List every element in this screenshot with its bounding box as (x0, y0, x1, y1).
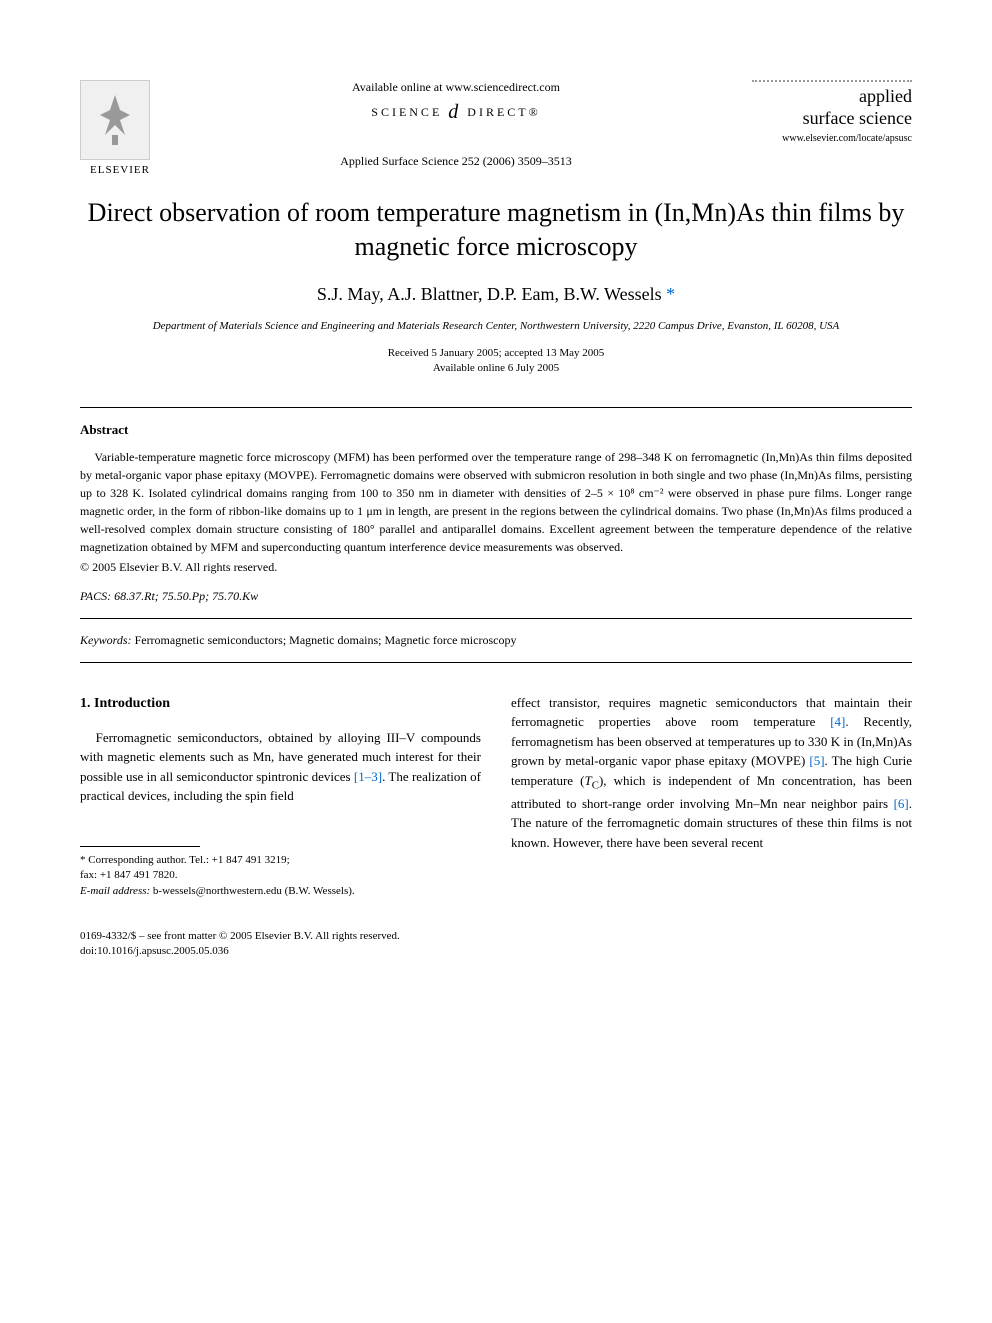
keywords-text: Ferromagnetic semiconductors; Magnetic d… (135, 633, 517, 647)
body-columns: 1. Introduction Ferromagnetic semiconduc… (80, 693, 912, 899)
elsevier-tree-icon (80, 80, 150, 160)
pacs-codes: 68.37.Rt; 75.50.Pp; 75.70.Kw (114, 589, 258, 603)
left-column: 1. Introduction Ferromagnetic semiconduc… (80, 693, 481, 899)
sciencedirect-logo: SCIENCE d DIRECT® (180, 101, 732, 124)
journal-name-1: applied (752, 86, 912, 108)
abstract-body: Variable-temperature magnetic force micr… (80, 448, 912, 556)
available-online-text: Available online at www.sciencedirect.co… (180, 80, 732, 95)
ref-1-3[interactable]: [1–3] (354, 769, 382, 784)
front-matter: 0169-4332/$ – see front matter © 2005 El… (80, 929, 912, 944)
abstract-copyright: © 2005 Elsevier B.V. All rights reserved… (80, 560, 912, 575)
corresponding-star: * (666, 284, 675, 304)
keywords-label: Keywords: (80, 633, 132, 647)
center-header: Available online at www.sciencedirect.co… (160, 80, 752, 169)
abstract-heading: Abstract (80, 422, 912, 438)
intro-para-right: effect transistor, requires magnetic sem… (511, 693, 912, 852)
rule-mid (80, 618, 912, 619)
bottom-info: 0169-4332/$ – see front matter © 2005 El… (80, 929, 912, 960)
email-address: b-wessels@northwestern.edu (B.W. Wessels… (153, 885, 355, 897)
pacs-line: PACS: 68.37.Rt; 75.50.Pp; 75.70.Kw (80, 589, 912, 604)
intro-para-left: Ferromagnetic semiconductors, obtained b… (80, 728, 481, 806)
dates-block: Received 5 January 2005; accepted 13 May… (80, 346, 912, 377)
direct-text: DIRECT® (467, 105, 540, 120)
ref-5[interactable]: [5] (809, 753, 824, 768)
affiliation: Department of Materials Science and Engi… (80, 319, 912, 334)
elsevier-logo: ELSEVIER (80, 80, 160, 176)
intro-heading: 1. Introduction (80, 693, 481, 714)
tc-symbol: T (585, 773, 592, 788)
ref-6[interactable]: [6] (894, 796, 909, 811)
authors: S.J. May, A.J. Blattner, D.P. Eam, B.W. … (80, 284, 912, 305)
tc-sub: C (592, 779, 599, 791)
journal-name-2: surface science (752, 108, 912, 130)
available-date: Available online 6 July 2005 (80, 361, 912, 376)
page-header: ELSEVIER Available online at www.science… (80, 80, 912, 176)
journal-citation: Applied Surface Science 252 (2006) 3509–… (180, 154, 732, 169)
email-line: E-mail address: b-wessels@northwestern.e… (80, 884, 481, 899)
rule-top (80, 407, 912, 408)
paper-title: Direct observation of room temperature m… (80, 196, 912, 264)
journal-title-box: applied surface science (752, 80, 912, 129)
science-text: SCIENCE (371, 105, 442, 120)
keywords-line: Keywords: Ferromagnetic semiconductors; … (80, 633, 912, 648)
journal-block: applied surface science www.elsevier.com… (752, 80, 912, 144)
footnote-rule (80, 846, 200, 847)
doi: doi:10.1016/j.apsusc.2005.05.036 (80, 944, 912, 959)
sd-swirl-icon: d (448, 101, 461, 124)
footnote-block: * Corresponding author. Tel.: +1 847 491… (80, 853, 481, 899)
right-column: effect transistor, requires magnetic sem… (511, 693, 912, 899)
rule-bottom (80, 662, 912, 663)
journal-url: www.elsevier.com/locate/apsusc (752, 133, 912, 144)
fax: fax: +1 847 491 7820. (80, 868, 481, 883)
pacs-label: PACS: (80, 589, 111, 603)
author-list: S.J. May, A.J. Blattner, D.P. Eam, B.W. … (317, 284, 662, 304)
elsevier-text: ELSEVIER (80, 164, 160, 176)
ref-4[interactable]: [4] (830, 714, 845, 729)
received-date: Received 5 January 2005; accepted 13 May… (80, 346, 912, 361)
corr-author: * Corresponding author. Tel.: +1 847 491… (80, 853, 481, 868)
email-label: E-mail address: (80, 885, 150, 897)
